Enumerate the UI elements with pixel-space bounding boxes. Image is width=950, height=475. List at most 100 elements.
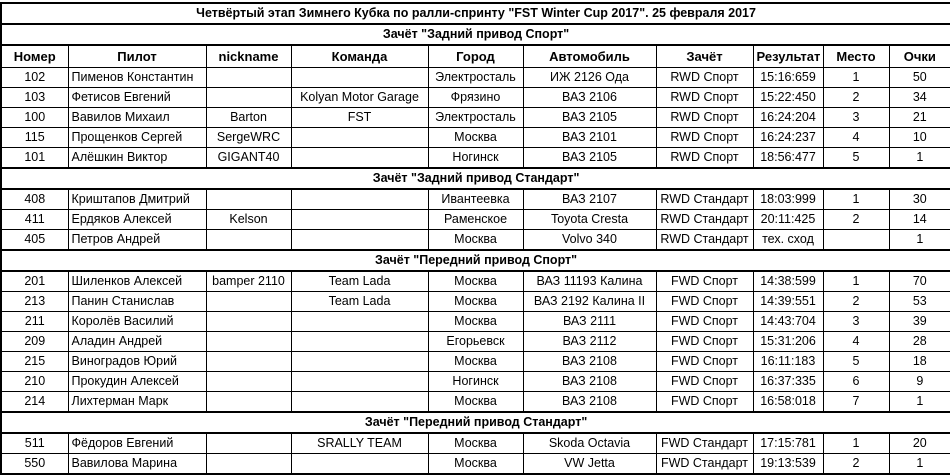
cell-number: 214 (0, 391, 69, 413)
cell-car: ВАЗ 2108 (522, 391, 657, 413)
column-header-number: Номер (0, 44, 69, 68)
cell-points: 50 (888, 67, 950, 88)
cell-team (290, 453, 429, 475)
cell-team: FST (290, 107, 429, 128)
cell-points: 18 (888, 351, 950, 372)
cell-number: 550 (0, 453, 69, 475)
cell-number: 511 (0, 432, 69, 454)
cell-number: 100 (0, 107, 69, 128)
cell-nickname: SergeWRC (205, 127, 292, 148)
table-row: 550 Вавилова Марина Москва VW Jetta FWD Стан… (0, 453, 950, 475)
cell-team (290, 127, 429, 148)
cell-nickname (205, 87, 292, 108)
cell-place: 2 (822, 453, 890, 475)
section-header-row: Зачёт "Задний привод Спорт" (0, 23, 950, 46)
cell-pilot: Прокудин Алексей (67, 371, 207, 392)
cell-result: 18:03:999 (752, 188, 824, 210)
table-row: 215 Виноградов Юрий Москва ВАЗ 2108 FWD Спор… (0, 351, 950, 372)
cell-pilot: Виноградов Юрий (67, 351, 207, 372)
cell-points: 1 (888, 391, 950, 413)
cell-class: FWD Спорт (655, 291, 754, 312)
page-title: Четвёртый этап Зимнего Кубка по ралли-сп… (0, 2, 950, 25)
cell-city: Ногинск (427, 371, 524, 392)
cell-place: 7 (822, 391, 890, 413)
cell-team (290, 147, 429, 169)
table-row: 408 Криштапов Дмитрий Ивантеевка ВАЗ 2107 RW… (0, 188, 950, 210)
cell-nickname: Kelson (205, 209, 292, 230)
cell-points: 53 (888, 291, 950, 312)
cell-class: RWD Спорт (655, 127, 754, 148)
cell-city: Фрязино (427, 87, 524, 108)
cell-car: ВАЗ 2107 (522, 188, 657, 210)
cell-pilot: Лихтерман Марк (67, 391, 207, 413)
cell-place: 2 (822, 291, 890, 312)
cell-place: 1 (822, 67, 890, 88)
cell-class: RWD Стандарт (655, 229, 754, 251)
cell-class: FWD Спорт (655, 371, 754, 392)
cell-result: 15:16:659 (752, 67, 824, 88)
cell-car: Volvo 340 (522, 229, 657, 251)
column-header-place: Место (822, 44, 890, 68)
cell-class: FWD Спорт (655, 391, 754, 413)
cell-points: 1 (888, 453, 950, 475)
cell-place: 1 (822, 432, 890, 454)
cell-place (822, 229, 890, 251)
cell-city: Москва (427, 453, 524, 475)
cell-team (290, 67, 429, 88)
cell-result: 15:22:450 (752, 87, 824, 108)
cell-city: Москва (427, 291, 524, 312)
cell-car: ВАЗ 2105 (522, 147, 657, 169)
cell-pilot: Аладин Андрей (67, 331, 207, 352)
cell-pilot: Петров Андрей (67, 229, 207, 251)
cell-city: Москва (427, 311, 524, 332)
column-header-result: Результат (752, 44, 824, 68)
column-header-pilot: Пилот (67, 44, 207, 68)
cell-pilot: Ердяков Алексей (67, 209, 207, 230)
cell-nickname (205, 351, 292, 372)
cell-result: 16:37:335 (752, 371, 824, 392)
cell-team (290, 229, 429, 251)
section-title: Зачёт "Передний привод Спорт" (0, 249, 950, 272)
cell-result: 20:11:425 (752, 209, 824, 230)
cell-class: RWD Стандарт (655, 188, 754, 210)
cell-points: 70 (888, 270, 950, 292)
section-title: Зачёт "Задний привод Стандарт" (0, 167, 950, 190)
cell-car: ВАЗ 2101 (522, 127, 657, 148)
cell-class: RWD Спорт (655, 87, 754, 108)
cell-pilot: Фёдоров Евгений (67, 432, 207, 454)
cell-team (290, 391, 429, 413)
table-row: 103 Фетисов Евгений Kolyan Motor Garage Фря… (0, 87, 950, 108)
cell-city: Раменское (427, 209, 524, 230)
cell-class: RWD Спорт (655, 147, 754, 169)
cell-nickname (205, 331, 292, 352)
cell-car: VW Jetta (522, 453, 657, 475)
cell-team (290, 331, 429, 352)
cell-result: 17:15:781 (752, 432, 824, 454)
cell-team (290, 311, 429, 332)
table-row: 214 Лихтерман Марк Москва ВАЗ 2108 FWD Спорт… (0, 391, 950, 413)
cell-place: 3 (822, 311, 890, 332)
cell-team: SRALLY TEAM (290, 432, 429, 454)
cell-pilot: Криштапов Дмитрий (67, 188, 207, 210)
cell-number: 408 (0, 188, 69, 210)
cell-class: RWD Спорт (655, 107, 754, 128)
cell-city: Москва (427, 432, 524, 454)
cell-result: 16:24:237 (752, 127, 824, 148)
cell-points: 20 (888, 432, 950, 454)
cell-place: 1 (822, 188, 890, 210)
cell-city: Ногинск (427, 147, 524, 169)
cell-team (290, 351, 429, 372)
cell-car: ВАЗ 2111 (522, 311, 657, 332)
column-header-car: Автомобиль (522, 44, 657, 68)
cell-class: RWD Стандарт (655, 209, 754, 230)
table-row: 411 Ердяков Алексей Kelson Раменское Toyota … (0, 209, 950, 230)
cell-team: Kolyan Motor Garage (290, 87, 429, 108)
table-row: 115 Прощенков Сергей SergeWRC Москва ВАЗ 210… (0, 127, 950, 148)
cell-number: 201 (0, 270, 69, 292)
cell-team (290, 188, 429, 210)
cell-city: Москва (427, 270, 524, 292)
cell-place: 2 (822, 209, 890, 230)
cell-car: ВАЗ 2108 (522, 351, 657, 372)
section-header-row: Зачёт "Задний привод Стандарт" (0, 167, 950, 190)
